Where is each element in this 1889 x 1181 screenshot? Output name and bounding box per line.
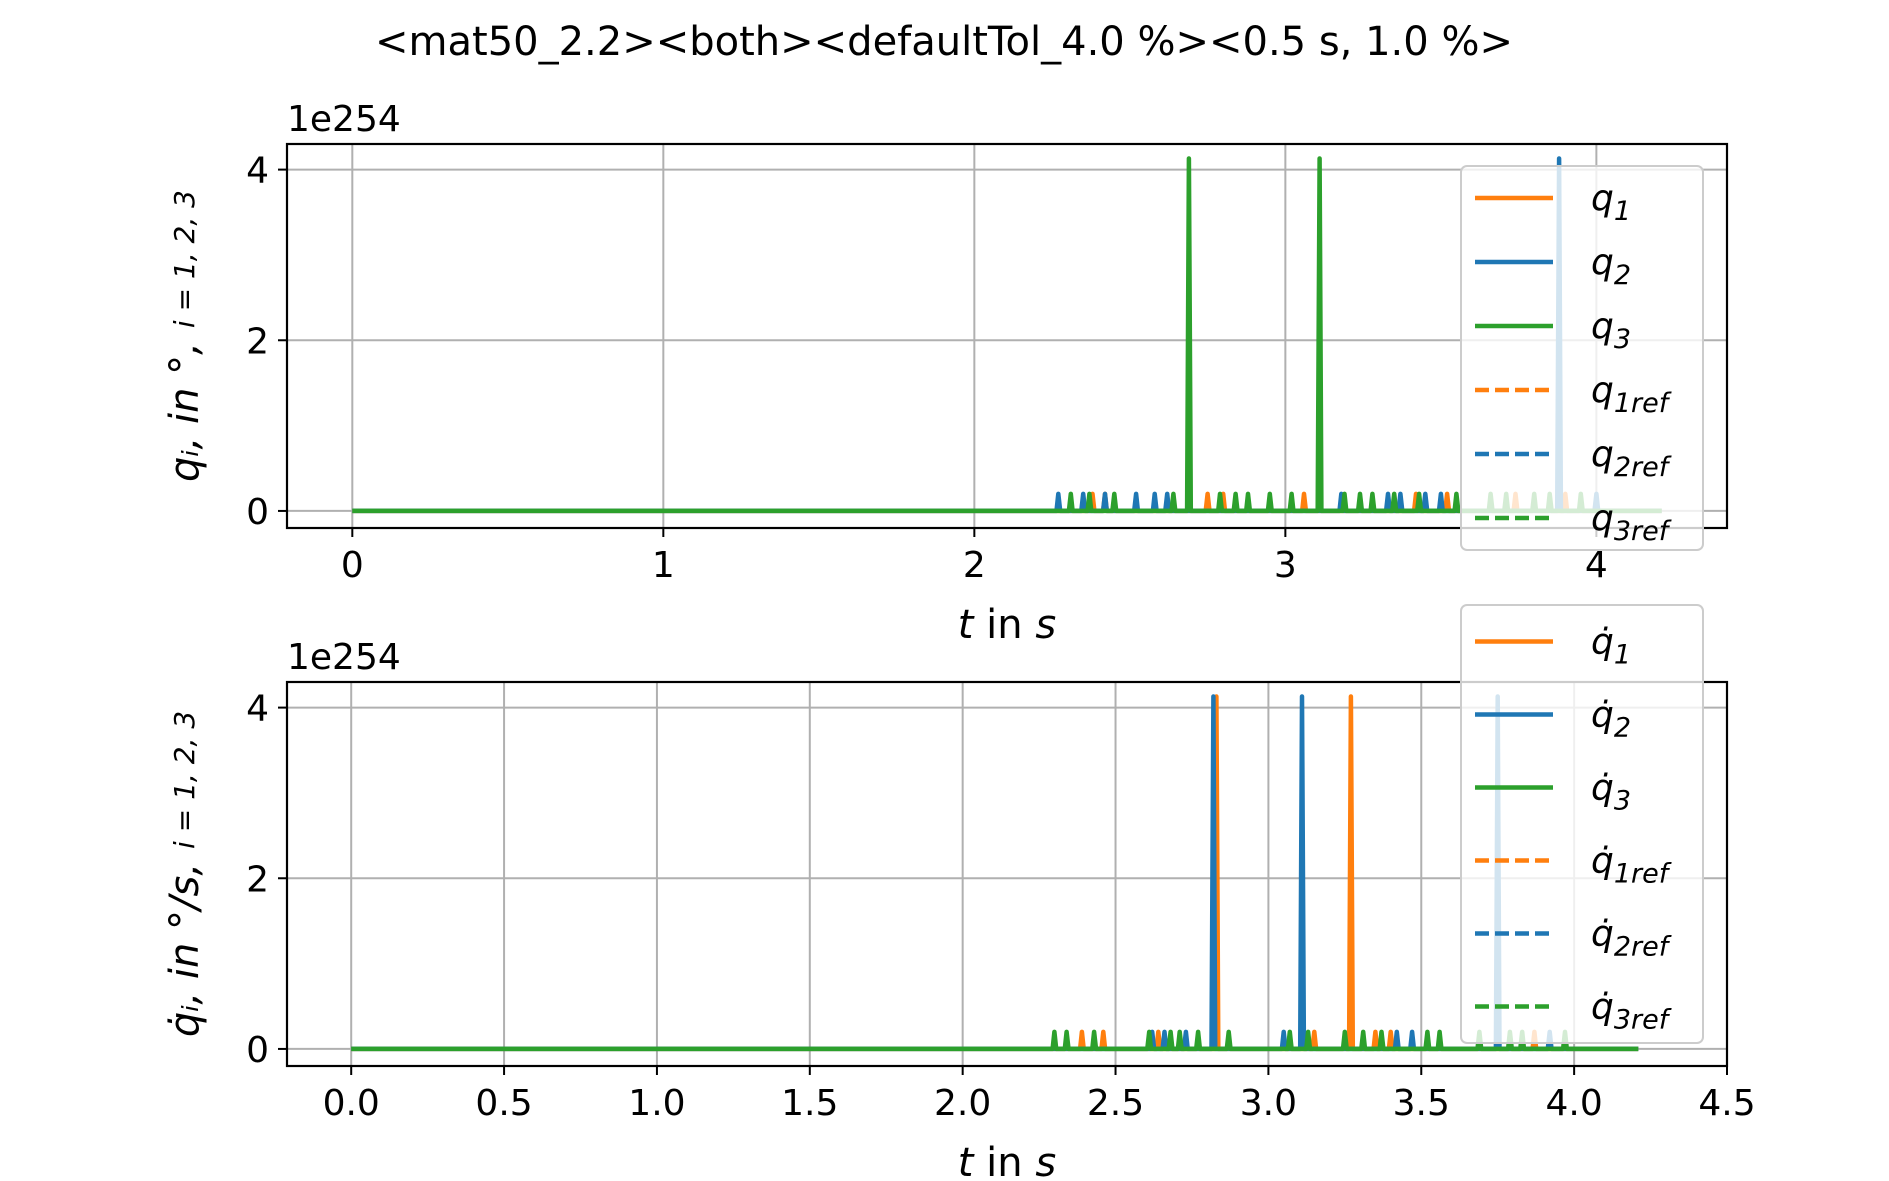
- top-offset-text: 1e254: [287, 99, 401, 140]
- series-line-q̇3: [351, 1029, 1639, 1052]
- legend-box: [1460, 165, 1704, 551]
- y-tick-label: 0: [246, 492, 269, 533]
- top-x-axis-label: t in s: [958, 602, 1056, 648]
- y-tick-label: 2: [246, 859, 269, 900]
- top-subplot: 0 1 2 3 4 0 2 4 1e254 t in s qᵢ, in °,i = 1, 2,…: [162, 99, 1729, 648]
- y-tick-label: 0: [246, 1030, 269, 1071]
- x-tick-label: 4.5: [1698, 1083, 1755, 1124]
- x-tick-label: 2.0: [934, 1083, 991, 1124]
- top-ticks: 0 1 2 3 4 0 2 4: [246, 151, 1608, 586]
- x-tick-label: 1: [652, 545, 675, 586]
- y-tick-label: 4: [246, 151, 269, 192]
- series-line-q̇2: [351, 694, 1639, 1052]
- bottom-legend: q̇1 q̇2 q̇3 q̇1ref q̇2ref q̇3ref: [1460, 604, 1704, 1044]
- bottom-offset-text: 1e254: [287, 637, 401, 678]
- bottom-ticks: 0.0 0.5 1.0 1.5 2.0 2.5 3.0 3.5 4.0 4.5 0 2 4: [246, 689, 1756, 1124]
- bottom-x-axis-label: t in s: [958, 1140, 1056, 1181]
- bottom-plot-frame: [285, 680, 1729, 1068]
- legend-label: q̇3ref: [1591, 987, 1672, 1036]
- x-tick-label: 3.0: [1240, 1083, 1297, 1124]
- x-tick-label: 3: [1274, 545, 1297, 586]
- x-tick-label: 2: [963, 545, 986, 586]
- y-tick-label: 4: [246, 689, 269, 730]
- x-tick-label: 0.5: [475, 1083, 532, 1124]
- x-tick-label: 2.5: [1087, 1083, 1144, 1124]
- x-tick-label: 4: [1585, 545, 1608, 586]
- legend-label: q1: [1591, 178, 1631, 227]
- x-tick-label: 0.0: [323, 1083, 380, 1124]
- legend-label: q2: [1591, 242, 1631, 291]
- legend-box: [1460, 604, 1704, 1044]
- bottom-y-axis-label: q̇ᵢ, in °/s,i = 1, 2, 3: [162, 711, 208, 1037]
- legend-label: q2ref: [1591, 434, 1672, 483]
- series-line-q̇1: [351, 694, 1639, 1052]
- x-tick-label: 4.0: [1546, 1083, 1603, 1124]
- legend-label: q3: [1591, 306, 1631, 355]
- top-legend: q1 q2 q3 q1ref q2ref q3ref: [1460, 165, 1704, 551]
- top-y-axis-label: qᵢ, in °,i = 1, 2, 3: [162, 190, 208, 482]
- legend-label: q3ref: [1591, 498, 1672, 547]
- legend-label: q̇2ref: [1591, 914, 1672, 963]
- x-tick-label: 1.0: [628, 1083, 685, 1124]
- y-tick-label: 2: [246, 321, 269, 362]
- x-tick-label: 1.5: [781, 1083, 838, 1124]
- legend-label: q1ref: [1591, 370, 1672, 419]
- x-tick-label: 3.5: [1393, 1083, 1450, 1124]
- legend-label: q̇3: [1591, 768, 1631, 817]
- bottom-lines: [351, 694, 1639, 1052]
- figure-title: <mat50_2.2><both><defaultTol_4.0 %><0.5 …: [375, 19, 1513, 65]
- x-tick-label: 0: [341, 545, 364, 586]
- legend-label: q̇1: [1591, 622, 1631, 671]
- legend-label: q̇1ref: [1591, 841, 1672, 890]
- legend-label: q̇2: [1591, 695, 1631, 744]
- top-plot-frame: [285, 142, 1729, 530]
